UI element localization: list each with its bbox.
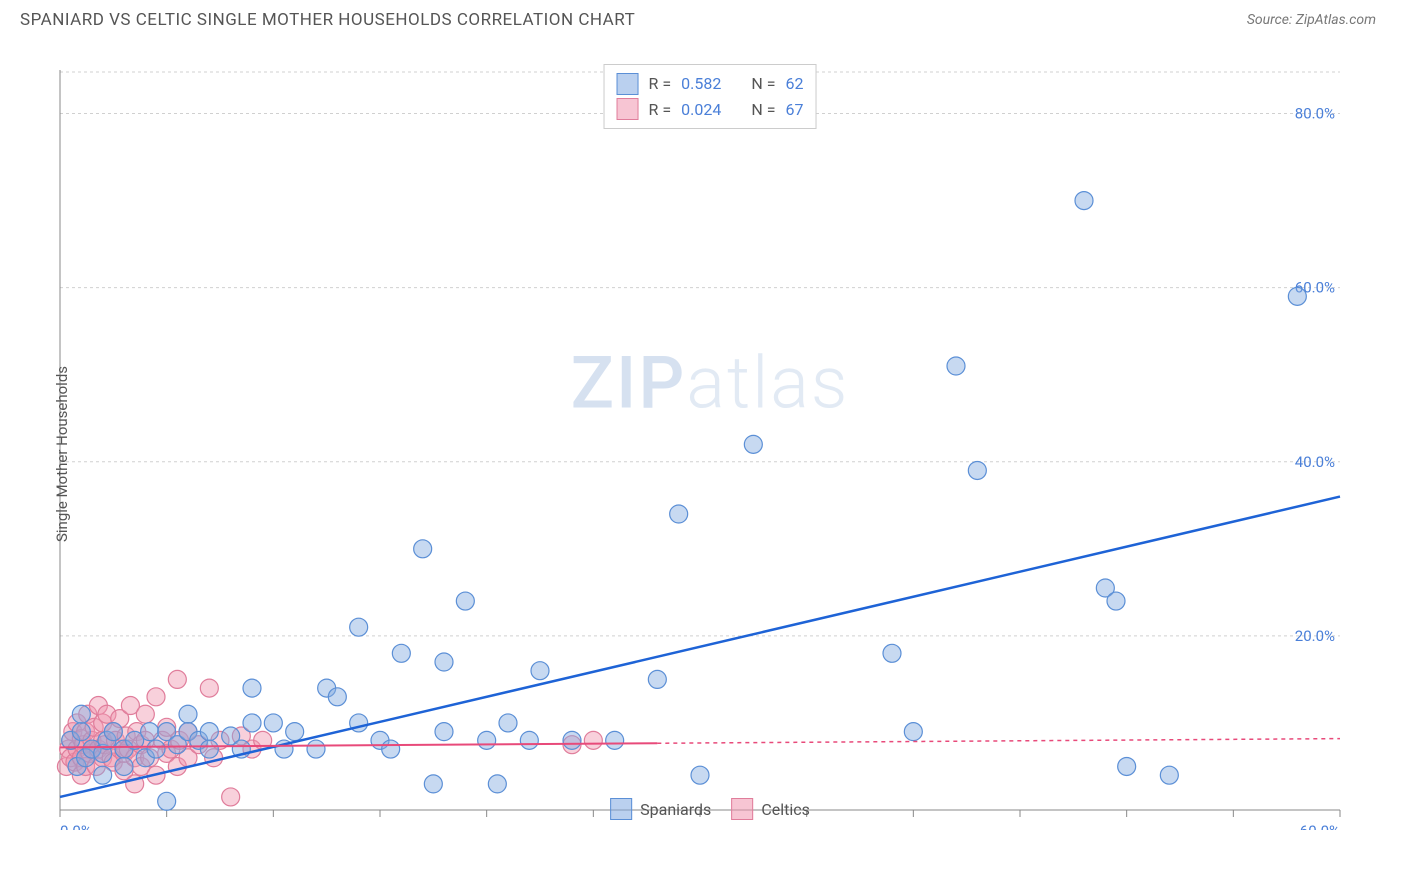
legend-label: Spaniards bbox=[640, 800, 711, 819]
data-point bbox=[1107, 592, 1125, 610]
chart-area: Single Mother Households 20.0% 40.0% 60.0%… bbox=[50, 60, 1370, 830]
data-point bbox=[520, 731, 538, 749]
data-point bbox=[200, 679, 218, 697]
data-point bbox=[392, 644, 410, 662]
data-point bbox=[424, 775, 442, 793]
y-tick-label: 20.0% bbox=[1295, 627, 1335, 645]
n-label: N = bbox=[751, 97, 775, 123]
source-label: Source: ZipAtlas.com bbox=[1247, 12, 1376, 28]
data-point bbox=[243, 714, 261, 732]
data-point bbox=[744, 435, 762, 453]
data-point bbox=[478, 731, 496, 749]
data-point bbox=[1075, 192, 1093, 210]
data-point bbox=[200, 723, 218, 741]
legend-row: R = 0.024 N = 67 bbox=[617, 97, 804, 123]
data-point bbox=[531, 662, 549, 680]
data-point bbox=[141, 723, 159, 741]
n-label: N = bbox=[751, 71, 775, 97]
data-point bbox=[307, 740, 325, 758]
data-point bbox=[904, 723, 922, 741]
legend-item: Celtics bbox=[731, 798, 810, 820]
legend-label: Celtics bbox=[761, 800, 810, 819]
data-point bbox=[1160, 766, 1178, 784]
data-point bbox=[435, 723, 453, 741]
data-point bbox=[179, 705, 197, 723]
correlation-legend: R = 0.582 N = 62 R = 0.024 N = 67 bbox=[604, 64, 817, 129]
data-point bbox=[382, 740, 400, 758]
data-point bbox=[350, 618, 368, 636]
data-point bbox=[414, 540, 432, 558]
data-point bbox=[499, 714, 517, 732]
data-point bbox=[115, 757, 133, 775]
data-point bbox=[1118, 757, 1136, 775]
r-label: R = bbox=[649, 97, 672, 123]
x-min-label: 0.0% bbox=[60, 822, 92, 830]
data-point bbox=[222, 788, 240, 806]
legend-row: R = 0.582 N = 62 bbox=[617, 71, 804, 97]
chart-header: SPANIARD VS CELTIC SINGLE MOTHER HOUSEHO… bbox=[0, 0, 1406, 36]
data-point bbox=[158, 792, 176, 810]
r-value: 0.024 bbox=[681, 97, 721, 123]
legend-swatch bbox=[617, 98, 639, 120]
data-point bbox=[264, 714, 282, 732]
y-tick-label: 40.0% bbox=[1295, 453, 1335, 471]
data-point bbox=[691, 766, 709, 784]
x-max-label: 60.0% bbox=[1300, 822, 1340, 830]
chart-title: SPANIARD VS CELTIC SINGLE MOTHER HOUSEHO… bbox=[20, 10, 635, 30]
trend-line-extrapolated bbox=[657, 739, 1340, 744]
y-axis-label: Single Mother Households bbox=[53, 366, 71, 542]
data-point bbox=[147, 688, 165, 706]
scatter-chart: 20.0%40.0%60.0%80.0%0.0%60.0% bbox=[50, 60, 1370, 830]
data-point bbox=[670, 505, 688, 523]
data-point bbox=[94, 766, 112, 784]
data-point bbox=[488, 775, 506, 793]
data-point bbox=[968, 461, 986, 479]
legend-swatch bbox=[617, 73, 639, 95]
data-point bbox=[328, 688, 346, 706]
trend-line bbox=[60, 497, 1340, 797]
r-label: R = bbox=[649, 71, 672, 97]
data-point bbox=[563, 731, 581, 749]
data-point bbox=[456, 592, 474, 610]
y-tick-label: 80.0% bbox=[1295, 105, 1335, 123]
legend-swatch bbox=[610, 798, 632, 820]
data-point bbox=[286, 723, 304, 741]
n-value: 62 bbox=[785, 71, 803, 97]
data-point bbox=[243, 679, 261, 697]
series-legend: Spaniards Celtics bbox=[610, 798, 810, 820]
r-value: 0.582 bbox=[681, 71, 721, 97]
data-point bbox=[168, 670, 186, 688]
data-point bbox=[947, 357, 965, 375]
data-point bbox=[72, 705, 90, 723]
data-point bbox=[648, 670, 666, 688]
n-value: 67 bbox=[785, 97, 803, 123]
data-point bbox=[72, 723, 90, 741]
data-point bbox=[104, 723, 122, 741]
data-point bbox=[147, 740, 165, 758]
legend-swatch bbox=[731, 798, 753, 820]
legend-item: Spaniards bbox=[610, 798, 711, 820]
data-point bbox=[435, 653, 453, 671]
data-point bbox=[1288, 287, 1306, 305]
data-point bbox=[200, 740, 218, 758]
data-point bbox=[606, 731, 624, 749]
data-point bbox=[136, 705, 154, 723]
data-point bbox=[883, 644, 901, 662]
data-point bbox=[584, 731, 602, 749]
